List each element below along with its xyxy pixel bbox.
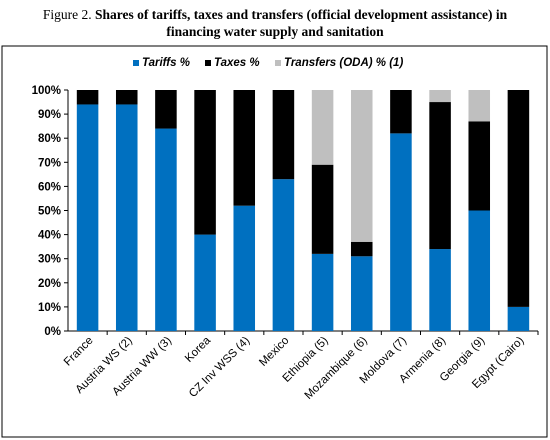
y-tick-label: 40% [38,230,61,242]
bar-segment-2 [350,90,373,242]
bar-segment-0 [155,128,177,331]
bar-segment-0 [233,205,256,331]
bar-segment-1 [507,90,530,307]
bar-segment-0 [390,133,412,331]
y-tick-label: 10% [38,302,61,314]
legend: Tariffs % Taxes % Transfers (ODA) % (1) [133,57,403,69]
legend-label: Transfers (ODA) % (1) [284,57,403,69]
legend-swatch [133,60,139,66]
legend-swatch [205,60,211,66]
bar-segment-1 [115,90,138,105]
y-tick-label: 0% [44,326,61,338]
bar-segment-0 [311,253,334,331]
bar-segment-1 [468,121,491,211]
bar-segment-0 [507,306,530,331]
y-tick-label: 60% [38,181,61,193]
bar-segment-1 [311,164,334,254]
legend-label: Taxes % [214,57,260,69]
bar-segment-2 [429,90,451,103]
bar-segment-0 [468,210,491,331]
x-tick-label: Korea [183,334,214,365]
plot-area: 0%10%20%30%40%50%60%70%80%90%100%FranceA… [32,85,539,402]
x-tick-label: Mexico [257,335,291,369]
bar-segment-0 [194,234,216,331]
chart-frame [1,45,548,438]
bar-segment-1 [350,241,373,257]
y-tick-label: 70% [38,157,61,169]
bar-segment-0 [115,104,138,332]
bar-segment-2 [311,90,334,165]
y-tick-label: 90% [38,109,61,121]
bar-segment-1 [194,90,216,235]
legend-swatch [275,60,281,66]
y-tick-label: 30% [38,254,61,266]
caption-line1: Shares of tariffs, taxes and transfers (… [94,7,508,22]
bar-segment-1 [272,90,295,180]
bar-segment-1 [76,90,99,105]
caption-line2: financing water supply and sanitation [166,24,384,39]
x-tick-label: France [62,335,96,369]
bar-segment-1 [233,90,256,206]
bar-segment-1 [390,90,412,134]
chart-title: Figure 2. Shares of tariffs, taxes and t… [0,6,550,40]
bar-segment-0 [350,256,373,331]
bar-segment-1 [429,102,451,250]
bar-segment-1 [155,90,177,129]
caption-prefix: Figure 2. [42,7,95,22]
bar-segment-0 [272,179,295,331]
bar-segment-0 [429,249,451,331]
bar-segment-2 [468,90,491,122]
y-tick-label: 50% [38,206,61,218]
y-tick-label: 20% [38,278,61,290]
y-tick-label: 100% [32,85,61,97]
y-tick-label: 80% [38,133,61,145]
legend-label: Tariffs % [142,57,190,69]
bar-segment-0 [76,104,99,332]
